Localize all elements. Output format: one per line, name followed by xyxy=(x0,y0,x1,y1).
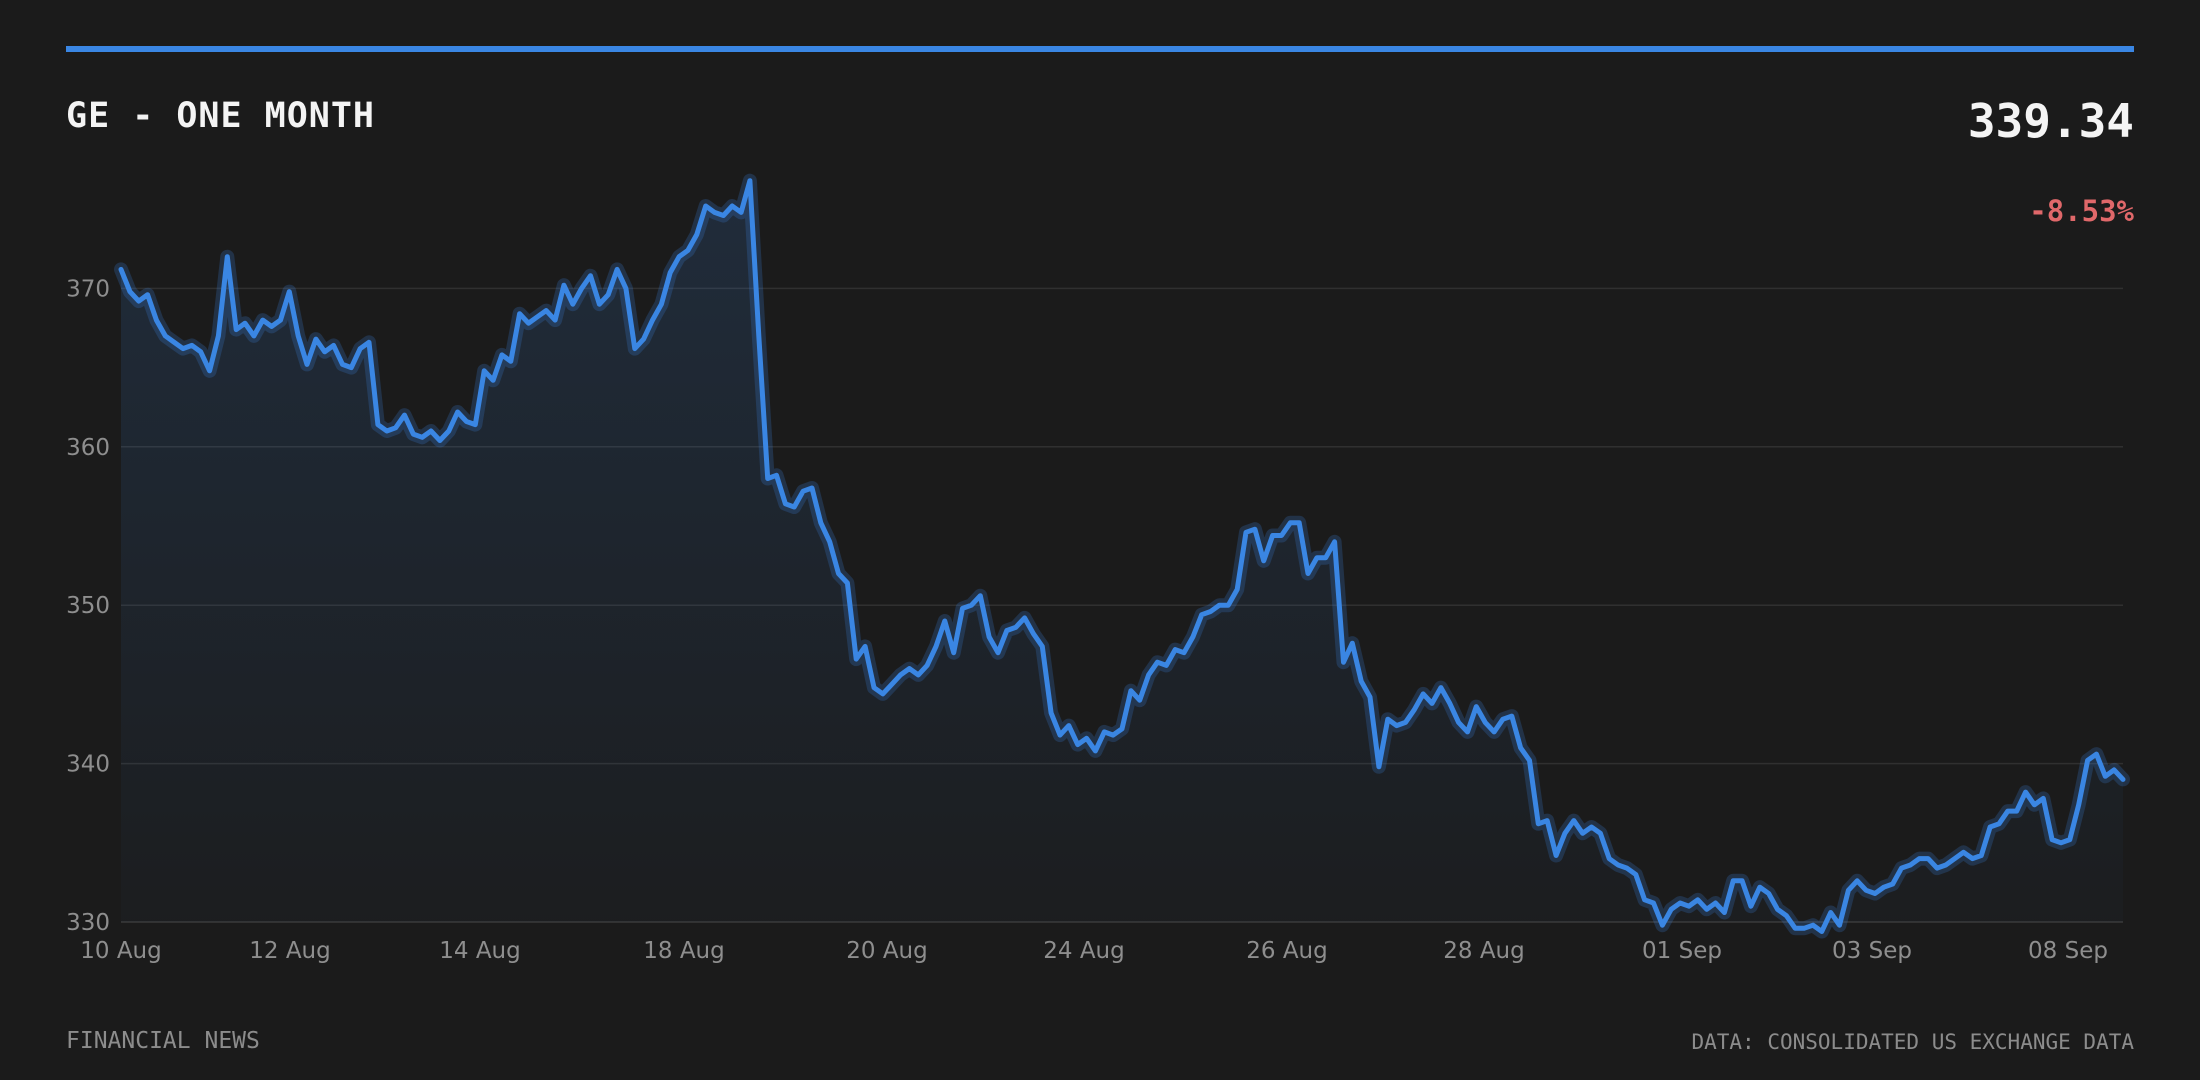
y-tick-label: 330 xyxy=(66,910,110,936)
y-tick-label: 350 xyxy=(66,593,110,619)
x-tick-label: 28 Aug xyxy=(1443,938,1525,964)
x-tick-label: 14 Aug xyxy=(439,938,521,964)
x-tick-label: 12 Aug xyxy=(249,938,331,964)
footer-source-right: DATA: CONSOLIDATED US EXCHANGE DATA xyxy=(1691,1030,2134,1054)
x-tick-label: 20 Aug xyxy=(846,938,928,964)
y-tick-label: 370 xyxy=(66,276,110,302)
price-line xyxy=(118,178,2126,934)
x-tick-label: 26 Aug xyxy=(1246,938,1328,964)
top-accent-bar xyxy=(66,46,2134,52)
x-tick-label: 24 Aug xyxy=(1043,938,1125,964)
y-axis: 330 340 350 360 370 xyxy=(66,276,110,936)
x-tick-label: 18 Aug xyxy=(643,938,725,964)
x-axis: 10 Aug 12 Aug 14 Aug 18 Aug 20 Aug 24 Aug 26 A… xyxy=(80,938,2108,964)
price-chart: 330 340 350 360 370 10 Aug 12 Aug 14 Aug 18 Aug… xyxy=(66,173,2130,964)
x-tick-label: 03 Sep xyxy=(1832,938,1912,964)
current-price: 339.34 xyxy=(1967,94,2134,148)
price-area xyxy=(121,180,2123,932)
x-tick-label: 10 Aug xyxy=(80,938,162,964)
page-title: GE - ONE MONTH xyxy=(66,96,376,136)
y-tick-label: 360 xyxy=(66,435,110,461)
footer-source-left: FINANCIAL NEWS xyxy=(66,1028,260,1054)
x-tick-label: 01 Sep xyxy=(1642,938,1722,964)
y-tick-label: 340 xyxy=(66,752,110,778)
x-tick-label: 08 Sep xyxy=(2028,938,2108,964)
price-change: -8.53% xyxy=(2029,194,2134,228)
